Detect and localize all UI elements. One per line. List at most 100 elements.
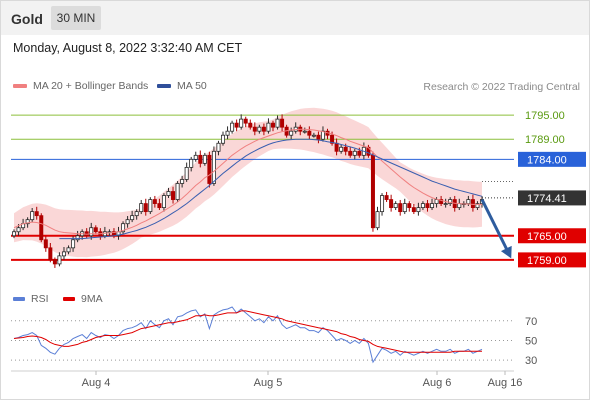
candle-body [393, 203, 398, 209]
level-label-4: 1765.00 [527, 231, 567, 243]
forecast-arrow-head [500, 245, 512, 259]
candle-body [334, 142, 339, 152]
candle-body [121, 223, 126, 233]
candle-body [166, 191, 171, 196]
asset-title: Gold [11, 11, 43, 27]
candle-body [89, 227, 94, 237]
candle-body [171, 191, 176, 200]
candle-body [198, 154, 203, 164]
candle-body [407, 203, 412, 209]
rsi-level-label: 50 [525, 335, 537, 347]
candle-body [466, 199, 471, 204]
level-label-0: 1795.00 [525, 110, 565, 122]
candle-body [302, 130, 307, 133]
candle-body [430, 203, 435, 209]
x-tick-label: Aug 16 [488, 377, 523, 389]
level-label-5: 1759.00 [527, 255, 567, 267]
candle-body [289, 130, 294, 136]
candle-body [357, 150, 362, 156]
candle-body [61, 251, 66, 257]
candle-body [239, 118, 244, 128]
candle-body [93, 227, 98, 233]
rsi-level-label: 70 [525, 316, 537, 328]
candle-body [280, 118, 285, 128]
candle-body [434, 199, 439, 204]
legend-ma20: MA 20 + Bollinger Bands [13, 80, 148, 92]
candle-body [184, 166, 189, 180]
candle-body [43, 239, 48, 249]
candle-body [143, 203, 148, 213]
rsi-ma9-line [13, 310, 482, 353]
ma9-swatch [63, 297, 75, 302]
ma20-line [13, 128, 482, 235]
candle-body [175, 183, 180, 200]
candle-body [402, 203, 407, 213]
candle-body [234, 122, 239, 128]
rsi-level-label: 30 [525, 355, 537, 367]
candle-body [261, 126, 266, 132]
candle-body [275, 118, 280, 128]
candle-body [243, 118, 248, 124]
candle-body [307, 130, 312, 136]
candle-body [161, 195, 166, 209]
candle-body [189, 158, 194, 168]
candle-body [30, 211, 35, 221]
candle-body [370, 154, 375, 229]
candle-body [343, 146, 348, 152]
candle-body [157, 203, 162, 209]
candle-body [252, 126, 257, 132]
candle-body [411, 207, 416, 213]
candle-body [125, 219, 130, 225]
candle-body [221, 134, 226, 144]
level-label-1: 1789.00 [525, 134, 565, 146]
candle-body [48, 247, 53, 261]
candle-body [71, 239, 76, 249]
legend-ma50: MA 50 [157, 80, 207, 92]
candle-body [311, 134, 316, 137]
candle-body [202, 154, 207, 164]
candle-body [420, 203, 425, 209]
candle-body [34, 211, 39, 217]
candle-body [389, 199, 394, 209]
candle-body [216, 142, 221, 152]
legend-rsi: RSI [13, 293, 49, 305]
x-tick-label: Aug 6 [423, 377, 452, 389]
candle-body [75, 235, 80, 241]
legend-ma9: 9MA [63, 293, 103, 305]
candle-body [16, 227, 21, 233]
candle-body [443, 203, 448, 205]
rsi-line [13, 306, 483, 364]
candle-body [180, 179, 185, 184]
candle-body [352, 150, 357, 156]
candle-body [11, 231, 16, 237]
candle-body [207, 154, 212, 184]
candle-body [257, 126, 262, 132]
candle-body [330, 134, 335, 144]
candle-body [439, 199, 444, 204]
level-label-2: 1784.00 [527, 154, 567, 166]
candle-body [211, 150, 216, 184]
candle-body [425, 203, 430, 209]
candle-body [416, 207, 421, 213]
candle-body [470, 199, 475, 209]
candle-body [52, 259, 57, 265]
timeframe-button[interactable]: 30 MIN [51, 6, 101, 30]
candle-body [139, 203, 144, 213]
candle-body [270, 122, 275, 128]
x-tick-label: Aug 4 [82, 377, 111, 389]
candle-body [475, 203, 480, 209]
candle-body [66, 247, 71, 253]
level-tag-2 [518, 151, 586, 167]
candle-body [148, 199, 153, 213]
level-tag-5 [518, 252, 586, 268]
legend-rsi-label: RSI [31, 293, 49, 305]
forecast-arrow-shaft [480, 198, 511, 255]
ma50-swatch [157, 84, 171, 89]
candle-body [316, 134, 321, 140]
candle-body [193, 154, 198, 160]
timestamp: Monday, August 8, 2022 3:32:40 AM CET [13, 41, 243, 55]
candle-body [152, 199, 157, 204]
candle-body [39, 215, 44, 241]
rsi-swatch [13, 297, 25, 302]
current-price-tag [518, 190, 586, 206]
